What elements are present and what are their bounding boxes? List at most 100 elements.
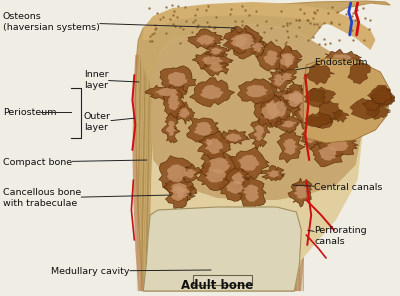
Polygon shape — [254, 94, 289, 128]
Text: Central canals: Central canals — [293, 184, 382, 192]
Polygon shape — [362, 98, 380, 110]
Text: Inner
layer: Inner layer — [84, 70, 139, 90]
Polygon shape — [155, 88, 178, 96]
Polygon shape — [232, 172, 245, 184]
Polygon shape — [199, 85, 224, 99]
Polygon shape — [193, 275, 252, 285]
Polygon shape — [332, 62, 358, 81]
Polygon shape — [202, 57, 229, 77]
Polygon shape — [226, 167, 251, 190]
Polygon shape — [291, 88, 324, 112]
Polygon shape — [288, 178, 312, 207]
Polygon shape — [294, 185, 307, 199]
Polygon shape — [261, 165, 285, 181]
Polygon shape — [226, 25, 263, 59]
Polygon shape — [282, 54, 294, 68]
Polygon shape — [197, 161, 235, 191]
Polygon shape — [168, 94, 180, 110]
Polygon shape — [278, 46, 298, 75]
Polygon shape — [338, 66, 353, 76]
Polygon shape — [187, 118, 220, 142]
Polygon shape — [324, 103, 336, 118]
Polygon shape — [366, 106, 391, 119]
Polygon shape — [201, 56, 224, 65]
Text: Medullary cavity: Medullary cavity — [51, 266, 211, 276]
Polygon shape — [370, 87, 395, 107]
Polygon shape — [332, 54, 352, 61]
Polygon shape — [308, 115, 333, 128]
Polygon shape — [319, 96, 341, 126]
Polygon shape — [321, 64, 356, 92]
Text: Compact bone: Compact bone — [3, 157, 147, 166]
Polygon shape — [304, 88, 326, 107]
Polygon shape — [205, 169, 226, 183]
Polygon shape — [264, 50, 280, 66]
Text: Osteons
(haversian systems): Osteons (haversian systems) — [3, 12, 236, 32]
Polygon shape — [198, 131, 231, 160]
Polygon shape — [167, 164, 188, 182]
Polygon shape — [151, 24, 364, 200]
Polygon shape — [306, 87, 336, 104]
Polygon shape — [254, 125, 265, 141]
Polygon shape — [305, 133, 316, 143]
Polygon shape — [208, 63, 223, 72]
Polygon shape — [329, 71, 348, 85]
Polygon shape — [348, 63, 370, 84]
Polygon shape — [298, 92, 317, 106]
Polygon shape — [159, 156, 198, 192]
Polygon shape — [261, 102, 281, 120]
Polygon shape — [248, 119, 270, 149]
Polygon shape — [182, 164, 202, 183]
Polygon shape — [300, 127, 322, 150]
Polygon shape — [234, 33, 254, 50]
Polygon shape — [210, 47, 223, 55]
Polygon shape — [267, 170, 280, 177]
Polygon shape — [205, 43, 228, 60]
Polygon shape — [229, 147, 269, 179]
Polygon shape — [168, 72, 188, 86]
Polygon shape — [160, 66, 196, 92]
Polygon shape — [272, 101, 287, 117]
Polygon shape — [257, 41, 286, 71]
Polygon shape — [277, 131, 305, 163]
Polygon shape — [294, 55, 307, 291]
Polygon shape — [304, 112, 333, 128]
Polygon shape — [329, 55, 362, 70]
Polygon shape — [318, 101, 343, 123]
Polygon shape — [163, 85, 185, 118]
Polygon shape — [286, 84, 310, 109]
Polygon shape — [282, 120, 296, 128]
Polygon shape — [327, 139, 350, 151]
Polygon shape — [281, 73, 292, 81]
Polygon shape — [236, 176, 266, 211]
Polygon shape — [170, 181, 197, 202]
Polygon shape — [276, 69, 296, 84]
Polygon shape — [238, 155, 260, 171]
Polygon shape — [162, 113, 180, 143]
Text: Outer
layer: Outer layer — [84, 112, 135, 132]
Polygon shape — [294, 94, 315, 129]
Polygon shape — [324, 49, 362, 66]
Polygon shape — [135, 1, 390, 291]
Polygon shape — [170, 183, 187, 193]
Polygon shape — [318, 146, 337, 160]
Polygon shape — [368, 85, 392, 104]
Polygon shape — [143, 24, 364, 291]
Polygon shape — [196, 35, 215, 45]
Polygon shape — [282, 85, 310, 115]
Polygon shape — [266, 95, 292, 125]
Polygon shape — [290, 91, 304, 104]
Polygon shape — [190, 78, 234, 107]
Polygon shape — [333, 110, 349, 123]
Polygon shape — [208, 157, 230, 173]
Polygon shape — [143, 2, 376, 50]
Polygon shape — [219, 175, 252, 201]
Polygon shape — [246, 85, 268, 97]
Polygon shape — [200, 148, 240, 181]
Polygon shape — [143, 207, 301, 291]
Polygon shape — [282, 93, 305, 101]
Polygon shape — [163, 178, 194, 197]
Polygon shape — [268, 69, 291, 92]
Polygon shape — [276, 115, 302, 133]
Polygon shape — [288, 93, 303, 107]
